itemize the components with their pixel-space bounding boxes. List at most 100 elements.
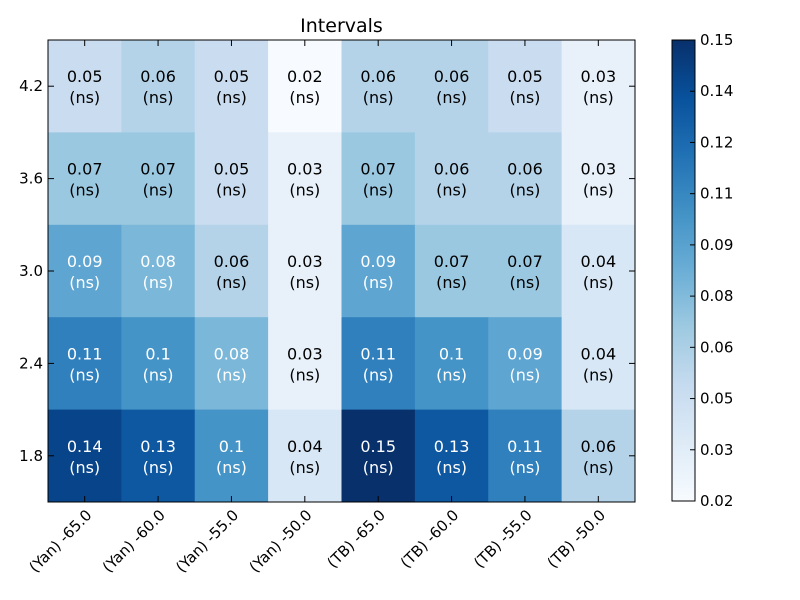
- y-axis: 4.2 3.6 3.0 2.4 1.8: [19, 77, 635, 465]
- colorbar-tick-label: 0.09: [700, 236, 733, 254]
- cell-value-label: 0.03: [581, 160, 617, 179]
- heatmap-cell: [194, 317, 269, 411]
- heatmap-cell: [121, 224, 196, 318]
- heatmap-cell: [268, 40, 342, 133]
- x-tick-label: (TB) -60.0: [397, 506, 463, 572]
- cell-unit-label: (ns): [583, 273, 614, 292]
- cell-unit-label: (ns): [69, 181, 100, 200]
- cell-value-label: 0.13: [434, 437, 470, 456]
- cell-value-label: 0.07: [67, 160, 103, 179]
- cell-value-label: 0.08: [214, 344, 250, 363]
- colorbar-tick-label: 0.08: [700, 287, 733, 305]
- heatmap-cell: [414, 409, 489, 503]
- cell-value-label: 0.03: [581, 67, 617, 86]
- heatmap-cell: [341, 317, 416, 411]
- cell-unit-label: (ns): [583, 458, 614, 477]
- cell-unit-label: (ns): [69, 273, 100, 292]
- x-tick-label: (Yan) -55.0: [172, 506, 242, 576]
- colorbar-tick-label: 0.12: [700, 133, 733, 151]
- heatmap-cell: [194, 409, 269, 503]
- cell-unit-label: (ns): [143, 181, 174, 200]
- cell-value-label: 0.06: [434, 160, 470, 179]
- cell-value-label: 0.07: [140, 160, 176, 179]
- x-tick-label: (Yan) -65.0: [25, 506, 95, 576]
- chart-title: Intervals: [300, 15, 383, 37]
- heatmap-cell: [561, 409, 636, 503]
- cell-unit-label: (ns): [363, 365, 394, 384]
- cell-unit-label: (ns): [363, 88, 394, 107]
- cell-unit-label: (ns): [289, 273, 320, 292]
- cell-unit-label: (ns): [216, 88, 247, 107]
- y-tick-label: 3.0: [19, 262, 43, 280]
- cell-value-label: 0.05: [214, 67, 250, 86]
- cell-unit-label: (ns): [436, 273, 467, 292]
- cell-value-label: 0.02: [287, 67, 323, 86]
- cell-value-label: 0.13: [140, 437, 176, 456]
- cell-value-label: 0.07: [507, 252, 543, 271]
- cell-unit-label: (ns): [363, 181, 394, 200]
- heatmap-cell: [488, 409, 563, 503]
- heatmap-cell: [121, 317, 196, 411]
- cell-value-label: 0.06: [434, 67, 470, 86]
- colorbar-tick-label: 0.11: [700, 185, 733, 203]
- heatmap-cell: [268, 132, 342, 226]
- cell-unit-label: (ns): [363, 458, 394, 477]
- y-tick-label: 1.8: [19, 447, 43, 465]
- cell-unit-label: (ns): [216, 273, 247, 292]
- cell-value-label: 0.06: [507, 160, 543, 179]
- heatmap-cell: [561, 224, 636, 318]
- cell-unit-label: (ns): [509, 88, 540, 107]
- colorbar: 0.02 0.03 0.05 0.06 0.08 0.09 0.11 0.12 0.14 0.15: [671, 31, 733, 510]
- cell-value-label: 0.05: [67, 67, 103, 86]
- cell-unit-label: (ns): [436, 88, 467, 107]
- heatmap-cell: [268, 224, 342, 318]
- cell-value-label: 0.11: [360, 344, 396, 363]
- cell-unit-label: (ns): [216, 181, 247, 200]
- cell-value-label: 0.06: [140, 67, 176, 86]
- heatmap-cell: [561, 317, 636, 411]
- cell-unit-label: (ns): [289, 181, 320, 200]
- cell-unit-label: (ns): [69, 458, 100, 477]
- colorbar-tick-label: 0.15: [700, 31, 733, 49]
- heatmap-cell: [414, 132, 489, 226]
- cell-value-label: 0.11: [507, 437, 543, 456]
- heatmap-cell: [488, 224, 563, 318]
- colorbar-tick-label: 0.14: [700, 82, 733, 100]
- cell-value-label: 0.07: [434, 252, 470, 271]
- heatmap-cell: [488, 132, 563, 226]
- cell-value-label: 0.04: [287, 437, 323, 456]
- cell-unit-label: (ns): [363, 273, 394, 292]
- heatmap-cell: [341, 224, 416, 318]
- heatmap-cell: [194, 132, 269, 226]
- cell-unit-label: (ns): [143, 458, 174, 477]
- cell-value-label: 0.08: [140, 252, 176, 271]
- cell-unit-label: (ns): [289, 88, 320, 107]
- cell-value-label: 0.06: [581, 437, 617, 456]
- colorbar-gradient: [671, 39, 696, 502]
- cell-value-label: 0.09: [67, 252, 103, 271]
- heatmap-cell: [488, 317, 563, 411]
- y-tick-label: 2.4: [19, 354, 43, 372]
- cell-value-label: 0.1: [145, 344, 170, 363]
- cell-unit-label: (ns): [583, 181, 614, 200]
- heatmap-cell: [121, 409, 196, 503]
- cell-value-label: 0.09: [507, 344, 543, 363]
- cell-value-label: 0.03: [287, 252, 323, 271]
- plot-frame: [47, 39, 636, 503]
- colorbar-tick-label: 0.05: [700, 390, 733, 408]
- cell-value-label: 0.1: [439, 344, 464, 363]
- heatmap-cell: [414, 317, 489, 411]
- cell-unit-label: (ns): [216, 365, 247, 384]
- x-tick-label: (TB) -65.0: [323, 506, 389, 572]
- heatmap-cell: [121, 40, 196, 133]
- heatmap-cell: [48, 409, 122, 503]
- colorbar-tick-label: 0.02: [700, 492, 733, 510]
- heatmap-cell: [268, 317, 342, 411]
- heatmap-cell: [48, 224, 122, 318]
- heatmap-cell: [194, 40, 269, 133]
- cell-value-label: 0.03: [287, 344, 323, 363]
- heatmap-cell: [48, 40, 122, 133]
- cell-unit-label: (ns): [436, 365, 467, 384]
- cell-value-label: 0.09: [360, 252, 396, 271]
- heatmap-cell: [414, 40, 489, 133]
